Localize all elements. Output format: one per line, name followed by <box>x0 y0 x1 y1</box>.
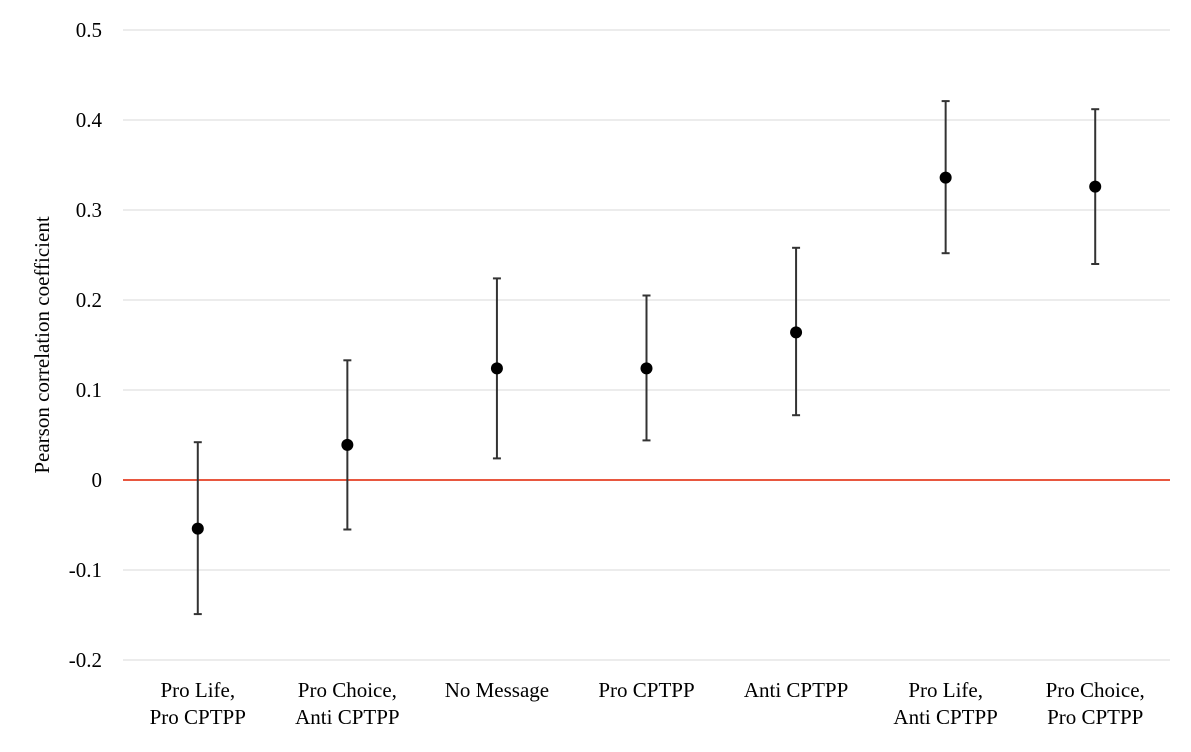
y-tick-label: 0.5 <box>76 18 102 42</box>
x-category-label-line: Pro CPTPP <box>150 705 246 729</box>
y-tick-label: -0.2 <box>69 648 102 672</box>
x-category-label: Pro Choice, Pro CPTPP <box>1046 678 1145 729</box>
x-category-label-line: Anti CPTPP <box>295 705 399 729</box>
data-point <box>790 326 803 339</box>
data-points <box>191 171 1102 535</box>
data-point <box>490 362 503 375</box>
x-category-label: Pro Life, Anti CPTPP <box>893 678 997 729</box>
y-axis-title: Pearson correlation coefficient <box>30 216 54 473</box>
x-category-label-line: No Message <box>445 678 549 702</box>
data-point <box>939 171 952 184</box>
data-point <box>341 438 354 451</box>
y-tick-label: 0.3 <box>76 198 102 222</box>
x-axis-categories: Pro Life, Pro CPTPP Pro Choice, Anti CPTPP N… <box>150 678 1145 729</box>
x-category-label: Pro Life, Pro CPTPP <box>150 678 246 729</box>
x-category-label-line: Pro Life, <box>160 678 235 702</box>
x-category-label: Anti CPTPP <box>744 678 848 702</box>
x-category-label: Pro Choice, Anti CPTPP <box>295 678 399 729</box>
x-category-label-line: Pro CPTPP <box>598 678 694 702</box>
x-category-label-line: Pro Life, <box>908 678 983 702</box>
y-axis-ticks: 0.5 0.4 0.3 0.2 0.1 0 -0.1 -0.2 <box>69 18 103 672</box>
y-tick-label: 0.1 <box>76 378 102 402</box>
x-category-label-line: Pro CPTPP <box>1047 705 1143 729</box>
x-category-label-line: Pro Choice, <box>298 678 397 702</box>
x-category-label-line: Pro Choice, <box>1046 678 1145 702</box>
y-tick-label: 0.2 <box>76 288 102 312</box>
x-category-label: Pro CPTPP <box>598 678 694 702</box>
x-category-label-line: Anti CPTPP <box>744 678 848 702</box>
y-tick-label: 0 <box>92 468 103 492</box>
error-bars <box>193 100 1100 616</box>
x-category-label-line: Anti CPTPP <box>893 705 997 729</box>
data-point <box>1089 180 1102 193</box>
x-category-label: No Message <box>445 678 549 702</box>
data-point <box>640 362 653 375</box>
y-tick-label: 0.4 <box>76 108 103 132</box>
y-tick-label: -0.1 <box>69 558 102 582</box>
data-point <box>191 522 204 535</box>
